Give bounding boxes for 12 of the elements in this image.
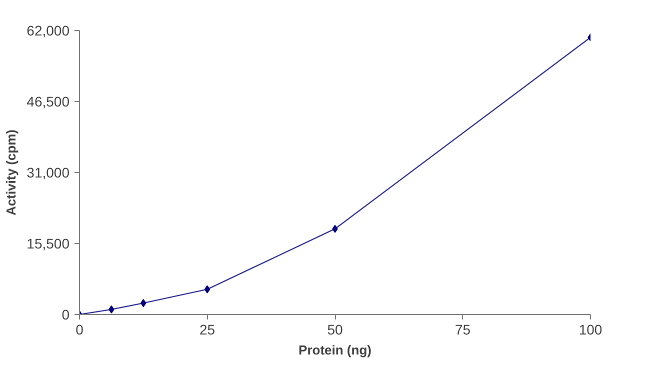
x-tick-label: 100 — [578, 322, 602, 338]
y-tick-label: 0 — [62, 306, 70, 322]
y-tick-label: 62,000 — [26, 22, 70, 38]
y-tick-label: 46,500 — [26, 94, 70, 110]
x-axis-title: Protein (ng) — [298, 342, 372, 358]
x-tick-label: 25 — [199, 322, 216, 338]
x-tick-label: 75 — [454, 322, 471, 338]
x-tick-label: 0 — [76, 322, 84, 338]
y-axis-title: Activity (cpm) — [4, 130, 19, 216]
y-tick-label: 15,500 — [26, 236, 70, 252]
y-tick-label: 31,000 — [26, 164, 70, 180]
x-tick-label: 50 — [327, 322, 343, 338]
